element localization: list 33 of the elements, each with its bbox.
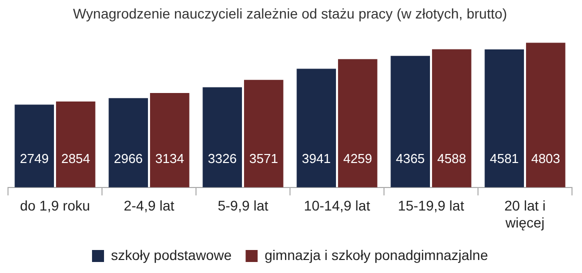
bar — [14, 104, 54, 188]
data-label: 4581 — [490, 150, 519, 166]
data-label: 3571 — [249, 150, 278, 166]
bar — [338, 59, 378, 188]
legend-label: szkoły podstawowe — [111, 246, 232, 263]
data-label: 3326 — [208, 150, 237, 166]
bar — [150, 93, 190, 188]
bar — [108, 98, 148, 188]
chart-title: Wynagrodzenie nauczycieli zależnie od stażu pracy (w złotych, brutto) — [72, 5, 508, 22]
legend-label: gimnazja i szkoły ponadgimnazjalne — [264, 246, 488, 263]
data-label: 4588 — [437, 150, 466, 166]
x-tick-label: 10-14,9 lat — [304, 198, 370, 214]
bar — [390, 56, 430, 188]
bar — [484, 49, 524, 188]
data-label: 3941 — [302, 150, 331, 166]
bar — [244, 80, 284, 188]
x-tick-label: do 1,9 roku — [20, 198, 90, 214]
data-label: 3134 — [155, 150, 184, 166]
data-label: 4365 — [396, 150, 425, 166]
bar — [526, 42, 566, 188]
x-tick-label: 2-4,9 lat — [124, 198, 174, 214]
data-label: 2749 — [20, 150, 49, 166]
data-label: 4803 — [531, 150, 560, 166]
data-label: 4259 — [343, 150, 372, 166]
data-label: 2966 — [114, 150, 143, 166]
bar — [432, 49, 472, 188]
bar — [56, 101, 96, 188]
x-tick-label: 5-9,9 lat — [218, 198, 268, 214]
x-tick-label: 15-19,9 lat — [398, 198, 464, 214]
x-tick-label: 20 lat i więcej — [504, 198, 546, 230]
bar — [202, 87, 242, 188]
data-label: 2854 — [61, 150, 90, 166]
bar — [296, 68, 336, 188]
